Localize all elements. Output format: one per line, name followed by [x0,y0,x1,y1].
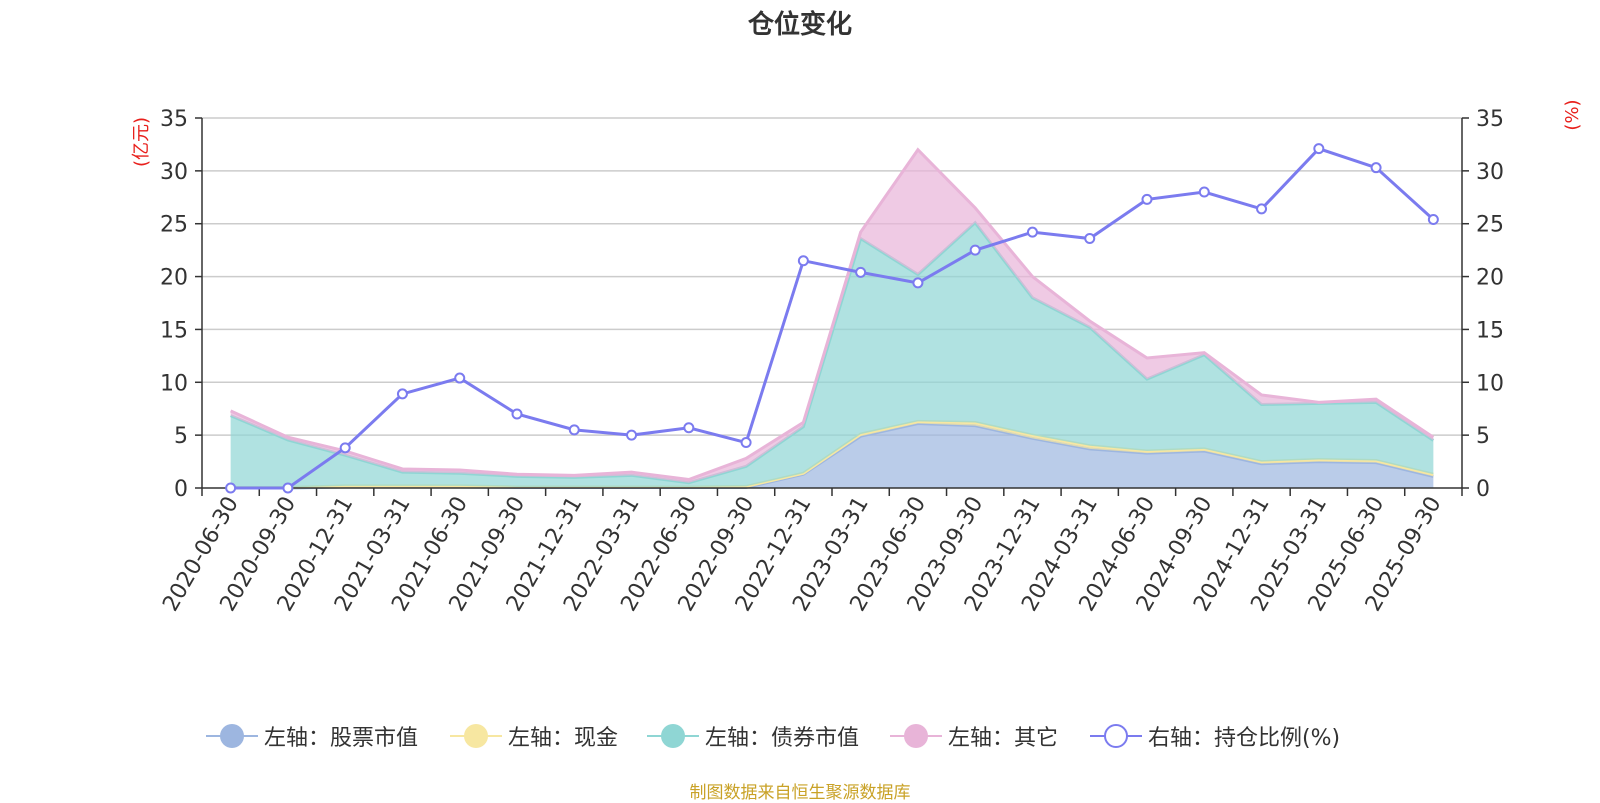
legend-item[interactable]: 左轴：现金 [450,718,618,754]
holding-ratio-point [339,442,351,454]
legend-label: 左轴：现金 [508,726,619,751]
holding-ratio-point [1198,186,1210,198]
area-series-2 [230,222,1434,488]
holding-ratio-point [396,388,408,400]
right-tick-label: 5 [1476,424,1490,449]
left-tick-label: 5 [174,424,188,449]
right-axis-unit: (%) [1562,99,1583,130]
holding-ratio-point [626,429,638,441]
legend-symbol [647,718,699,754]
right-tick-label: 25 [1476,213,1504,238]
holding-ratio-point [1026,226,1038,238]
left-tick-label: 20 [160,266,188,291]
holding-ratio-point [454,372,466,384]
data-source-footer: 制图数据来自恒生聚源数据库 [689,783,911,803]
holding-ratio-point [1427,213,1439,225]
holding-ratio-point [568,424,580,436]
holding-ratio-point [740,437,752,449]
holding-ratio-point [1084,233,1096,245]
holding-ratio-point [1141,193,1153,205]
holding-ratio-point [1370,162,1382,174]
legend-item[interactable]: 左轴：股票市值 [206,718,418,754]
legend-symbol [890,718,942,754]
left-tick-label: 15 [160,318,188,343]
holding-ratio-point [1313,143,1325,155]
legend-symbol [1090,718,1142,754]
legend-symbol [450,718,502,754]
holding-ratio-point [225,482,237,494]
holding-ratio-point [969,244,981,256]
legend-symbol [206,718,258,754]
right-tick-label: 30 [1476,160,1504,185]
holding-ratio-point [1256,203,1268,215]
holding-ratio-point [855,266,867,278]
right-tick-label: 20 [1476,266,1504,291]
legend-item[interactable]: 左轴：其它 [890,718,1058,754]
left-tick-label: 35 [160,107,188,132]
right-tick-label: 15 [1476,318,1504,343]
holding-ratio-point [511,408,523,420]
left-tick-label: 10 [160,371,188,396]
holding-ratio-point [912,277,924,289]
chart-title: 仓位变化 [747,10,852,40]
area-edge-3 [230,147,1435,482]
left-axis-unit: (亿元) [131,117,152,167]
legend: 左轴：股票市值 左轴：现金 左轴：债券市值 左轴：其它 右轴：持仓比例(%) [0,718,1600,754]
right-tick-label: 10 [1476,371,1504,396]
holding-ratio-point [797,255,809,267]
right-tick-label: 0 [1476,477,1490,502]
holding-ratio-point [683,422,695,434]
left-tick-label: 25 [160,213,188,238]
left-tick-label: 0 [174,477,188,502]
legend-label: 右轴：持仓比例(%) [1148,726,1341,751]
holding-ratio-point [282,482,294,494]
holding-ratio-line [230,146,1435,490]
right-tick-label: 35 [1476,107,1504,132]
left-tick-label: 30 [160,160,188,185]
legend-item[interactable]: 左轴：债券市值 [647,718,859,754]
legend-label: 左轴：债券市值 [705,726,860,751]
legend-label: 左轴：其它 [948,726,1059,751]
legend-label: 左轴：股票市值 [264,726,419,751]
legend-item[interactable]: 右轴：持仓比例(%) [1090,718,1340,754]
